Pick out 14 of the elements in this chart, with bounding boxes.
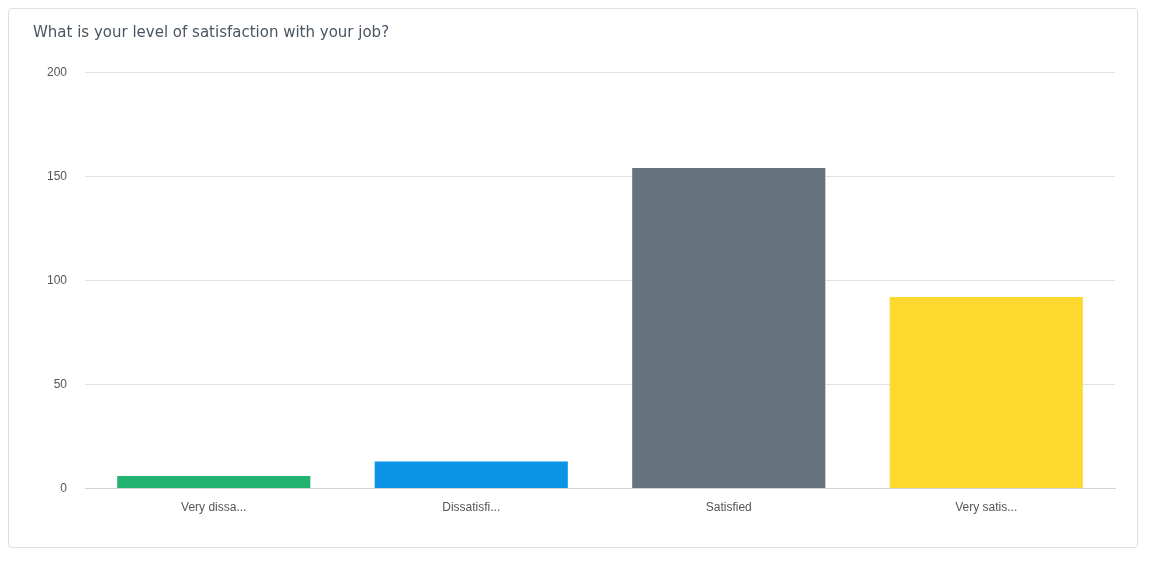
y-tick-label: 100	[46, 272, 68, 287]
y-tick-label: 200	[46, 64, 68, 79]
x-tick-label: Very satis...	[955, 500, 1018, 515]
x-tick-label: Dissatisfi...	[442, 500, 501, 515]
y-tick-label: 0	[60, 480, 68, 495]
x-tick-label: Very dissa...	[181, 500, 247, 515]
bar	[889, 297, 1083, 489]
y-tick-label: 150	[46, 168, 68, 183]
bar	[374, 461, 568, 489]
bar	[632, 167, 826, 489]
chart-title: What is your level of satisfaction with your job?	[32, 23, 391, 41]
y-tick-label: 50	[53, 376, 68, 391]
bar	[117, 476, 311, 489]
x-tick-label: Satisfied	[705, 500, 752, 515]
